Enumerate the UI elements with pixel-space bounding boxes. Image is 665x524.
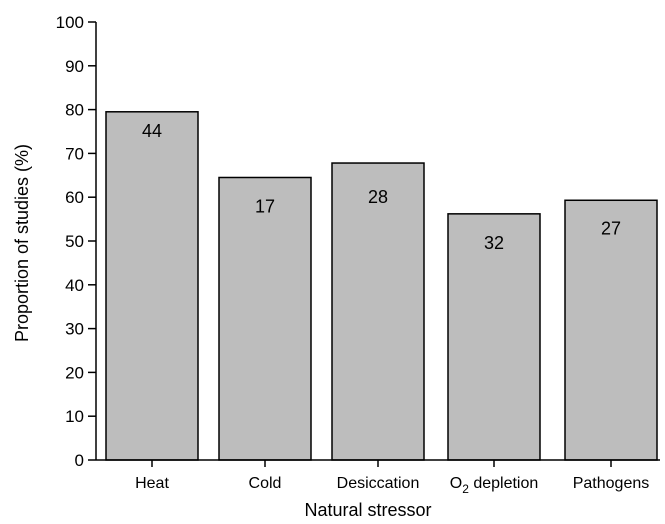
y-tick-label: 0 xyxy=(75,451,84,470)
bar-value-label: 32 xyxy=(484,233,504,253)
bar-value-label: 17 xyxy=(255,196,275,216)
y-tick-label: 90 xyxy=(65,57,84,76)
x-category-label: Cold xyxy=(249,475,282,492)
x-category-label: Desiccation xyxy=(337,475,420,492)
x-category-label: Pathogens xyxy=(573,475,650,492)
bar-value-label: 44 xyxy=(142,121,162,141)
bar xyxy=(564,199,658,461)
y-tick-label: 40 xyxy=(65,276,84,295)
y-axis-title: Proportion of studies (%) xyxy=(12,144,32,342)
bar xyxy=(447,213,541,461)
y-tick-label: 70 xyxy=(65,144,84,163)
y-tick-label: 100 xyxy=(56,13,84,32)
bar-value-label: 27 xyxy=(601,218,621,238)
x-category-label: O2 depletion xyxy=(450,475,539,496)
y-tick-label: 50 xyxy=(65,232,84,251)
y-tick-label: 80 xyxy=(65,101,84,120)
bar xyxy=(218,176,312,461)
x-axis-title: Natural stressor xyxy=(304,500,431,520)
bar-value-label: 28 xyxy=(368,187,388,207)
y-tick-label: 30 xyxy=(65,320,84,339)
x-labels-group: Heat Cold Desiccation O2 depletion Pathogens xyxy=(135,460,649,496)
bar xyxy=(105,111,199,461)
bar xyxy=(331,162,425,461)
y-tick-label: 10 xyxy=(65,407,84,426)
x-category-label: Heat xyxy=(135,475,169,492)
y-ticks-group: 0 10 20 30 40 50 60 70 80 90 100 xyxy=(56,13,96,470)
y-tick-label: 60 xyxy=(65,188,84,207)
y-tick-label: 20 xyxy=(65,363,84,382)
bars-group: 44 17 28 32 27 xyxy=(105,111,658,461)
